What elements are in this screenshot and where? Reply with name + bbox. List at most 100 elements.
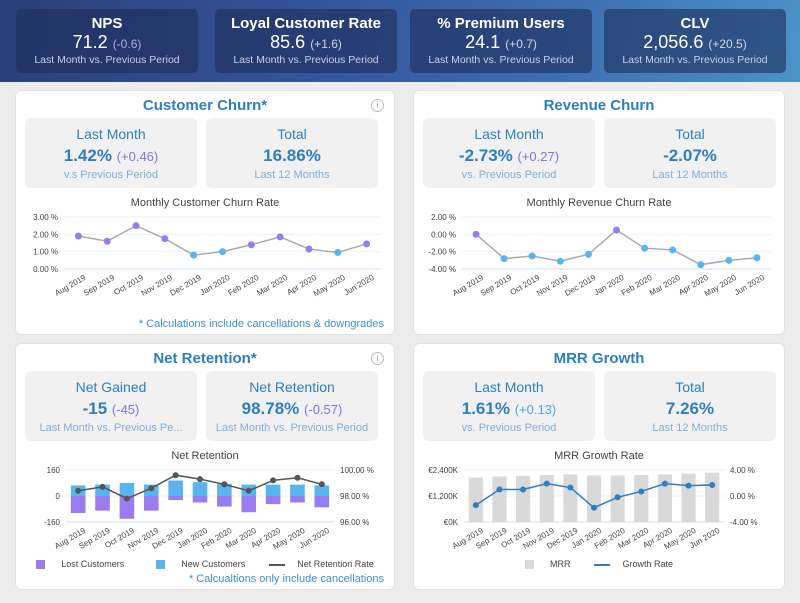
data-point xyxy=(75,487,82,494)
info-icon[interactable]: i xyxy=(371,352,384,365)
x-tick-label: Feb 2020 xyxy=(227,273,261,298)
chart-title: Net Retention xyxy=(171,450,239,462)
y-tick-label: -4.00 % xyxy=(428,265,456,274)
x-tick-label: May 2020 xyxy=(703,273,738,299)
bar xyxy=(95,484,110,496)
y2-tick-label: 4.00 % xyxy=(730,466,755,475)
legend-swatch-icon xyxy=(36,560,46,569)
stat-label: Net Retention xyxy=(249,379,335,395)
y-tick-label: €0K xyxy=(444,518,459,527)
stat-delta: (-0.57) xyxy=(304,402,343,417)
stat-card: Total 7.26% Last 12 Months xyxy=(604,371,776,441)
stat-card: Last Month -2.73% (+0.27) vs. Previous P… xyxy=(423,118,595,188)
stat-value: -15 xyxy=(82,399,108,418)
data-point xyxy=(363,240,371,248)
x-tick-label: Jan 2020 xyxy=(198,273,231,298)
legend-item[interactable]: Lost Customers xyxy=(28,559,132,569)
y-tick-label: 2.00 % xyxy=(33,230,58,239)
stat-sub: v.s Previous Period xyxy=(64,169,158,181)
x-tick-label: Sep 2019 xyxy=(479,273,514,298)
legend-label: Lost Customers xyxy=(61,558,125,569)
bar xyxy=(168,496,183,501)
stat-sub: Last 12 Months xyxy=(652,169,728,181)
data-point xyxy=(591,504,597,511)
chart-title: MRR Growth Rate xyxy=(554,450,644,462)
data-point xyxy=(528,252,536,260)
bar xyxy=(705,472,720,522)
stat-label: Last Month xyxy=(76,126,146,142)
stat-value: 1.61% xyxy=(461,399,510,418)
bar xyxy=(539,474,554,522)
data-point xyxy=(685,482,692,489)
y-tick-label: -160 xyxy=(44,518,61,527)
data-point xyxy=(543,480,550,487)
y2-tick-label: 100.00 % xyxy=(340,466,374,475)
legend-item[interactable]: New Customers xyxy=(148,559,253,569)
stat-sub: vs. Previous Period xyxy=(461,422,557,434)
data-point xyxy=(697,261,705,269)
kpi-title: % Premium Users xyxy=(437,15,565,32)
data-point xyxy=(641,244,649,252)
legend-item[interactable]: MRR xyxy=(517,559,579,569)
legend-item[interactable]: Growth Rate xyxy=(594,559,681,569)
y-tick-label: 3.00 % xyxy=(33,213,58,222)
y-tick-label: 1.00 % xyxy=(33,248,58,257)
data-point xyxy=(247,241,255,249)
chart-title: Monthly Revenue Churn Rate xyxy=(526,197,672,209)
stat-label: Last Month xyxy=(474,126,544,142)
data-point xyxy=(500,255,508,263)
kpi-value: 2,056.6 xyxy=(643,32,704,52)
kpi-title: CLV xyxy=(680,15,710,32)
stat-sub: Last 12 Months xyxy=(254,169,330,181)
stat-card: Total -2.07% Last 12 Months xyxy=(604,118,776,188)
bar xyxy=(586,475,602,522)
legend-item[interactable]: Net Retention Rate xyxy=(269,559,382,569)
stat-sub: Last Month vs. Previous Period xyxy=(215,422,369,434)
data-point xyxy=(496,486,503,493)
mrr-growth-panel: MRR Growth Last Month 1.61% (+0.13) vs. … xyxy=(413,343,785,590)
stat-delta: (-45) xyxy=(111,402,140,417)
stat-delta: (+0.46) xyxy=(116,149,159,164)
net-retention-panel: i Net Retention* Net Gained -15 (-45) Las… xyxy=(15,343,395,590)
info-icon[interactable]: i xyxy=(371,99,384,112)
x-tick-label: Mar 2020 xyxy=(255,273,289,298)
series-line xyxy=(475,229,758,266)
data-point xyxy=(148,485,155,492)
data-point xyxy=(219,248,226,256)
y-tick-label: 2.00 % xyxy=(431,213,456,222)
data-point xyxy=(567,484,574,491)
y2-tick-label: 98.00 % xyxy=(340,492,369,501)
y-tick-label: 0 xyxy=(56,492,61,501)
data-point xyxy=(669,246,677,254)
data-point xyxy=(318,481,325,488)
data-point xyxy=(276,233,284,241)
y-tick-label: 0.00 % xyxy=(431,230,456,239)
data-point xyxy=(197,476,203,483)
kpi-value: 71.2 xyxy=(72,32,108,52)
bar xyxy=(168,480,183,496)
legend-label: MRR xyxy=(549,558,571,569)
kpi-title: Loyal Customer Rate xyxy=(230,15,382,32)
y-tick-label: €2,400K xyxy=(428,466,458,475)
stat-card: Net Retention 98.78% (-0.57) Last Month … xyxy=(206,371,378,441)
stat-value: 16.86% xyxy=(263,146,321,165)
legend-label: New Customers xyxy=(181,558,246,569)
bar xyxy=(217,483,232,496)
x-tick-label: Mar 2020 xyxy=(648,273,682,298)
header-banner: NPS 71.2 (-0.6) Last Month vs. Previous Pe… xyxy=(0,0,800,82)
data-point xyxy=(472,230,480,238)
data-point xyxy=(638,488,645,495)
data-point xyxy=(584,250,592,258)
panel-title: Net Retention* xyxy=(153,350,257,367)
data-point xyxy=(123,495,130,502)
stat-delta: (+0.13) xyxy=(514,402,557,417)
chart-legend: MRR Growth Rate xyxy=(414,559,784,569)
stat-value: -2.07% xyxy=(663,146,717,165)
y-tick-label: 0.00 % xyxy=(33,265,58,274)
stat-label: Total xyxy=(675,126,705,142)
data-point xyxy=(270,477,277,484)
kpi-delta: (-0.6) xyxy=(112,37,142,51)
kpi-sub: Last Month vs. Previous Period xyxy=(428,54,574,66)
stat-card: Last Month 1.61% (+0.13) vs. Previous Pe… xyxy=(423,371,595,441)
data-point xyxy=(190,251,198,259)
